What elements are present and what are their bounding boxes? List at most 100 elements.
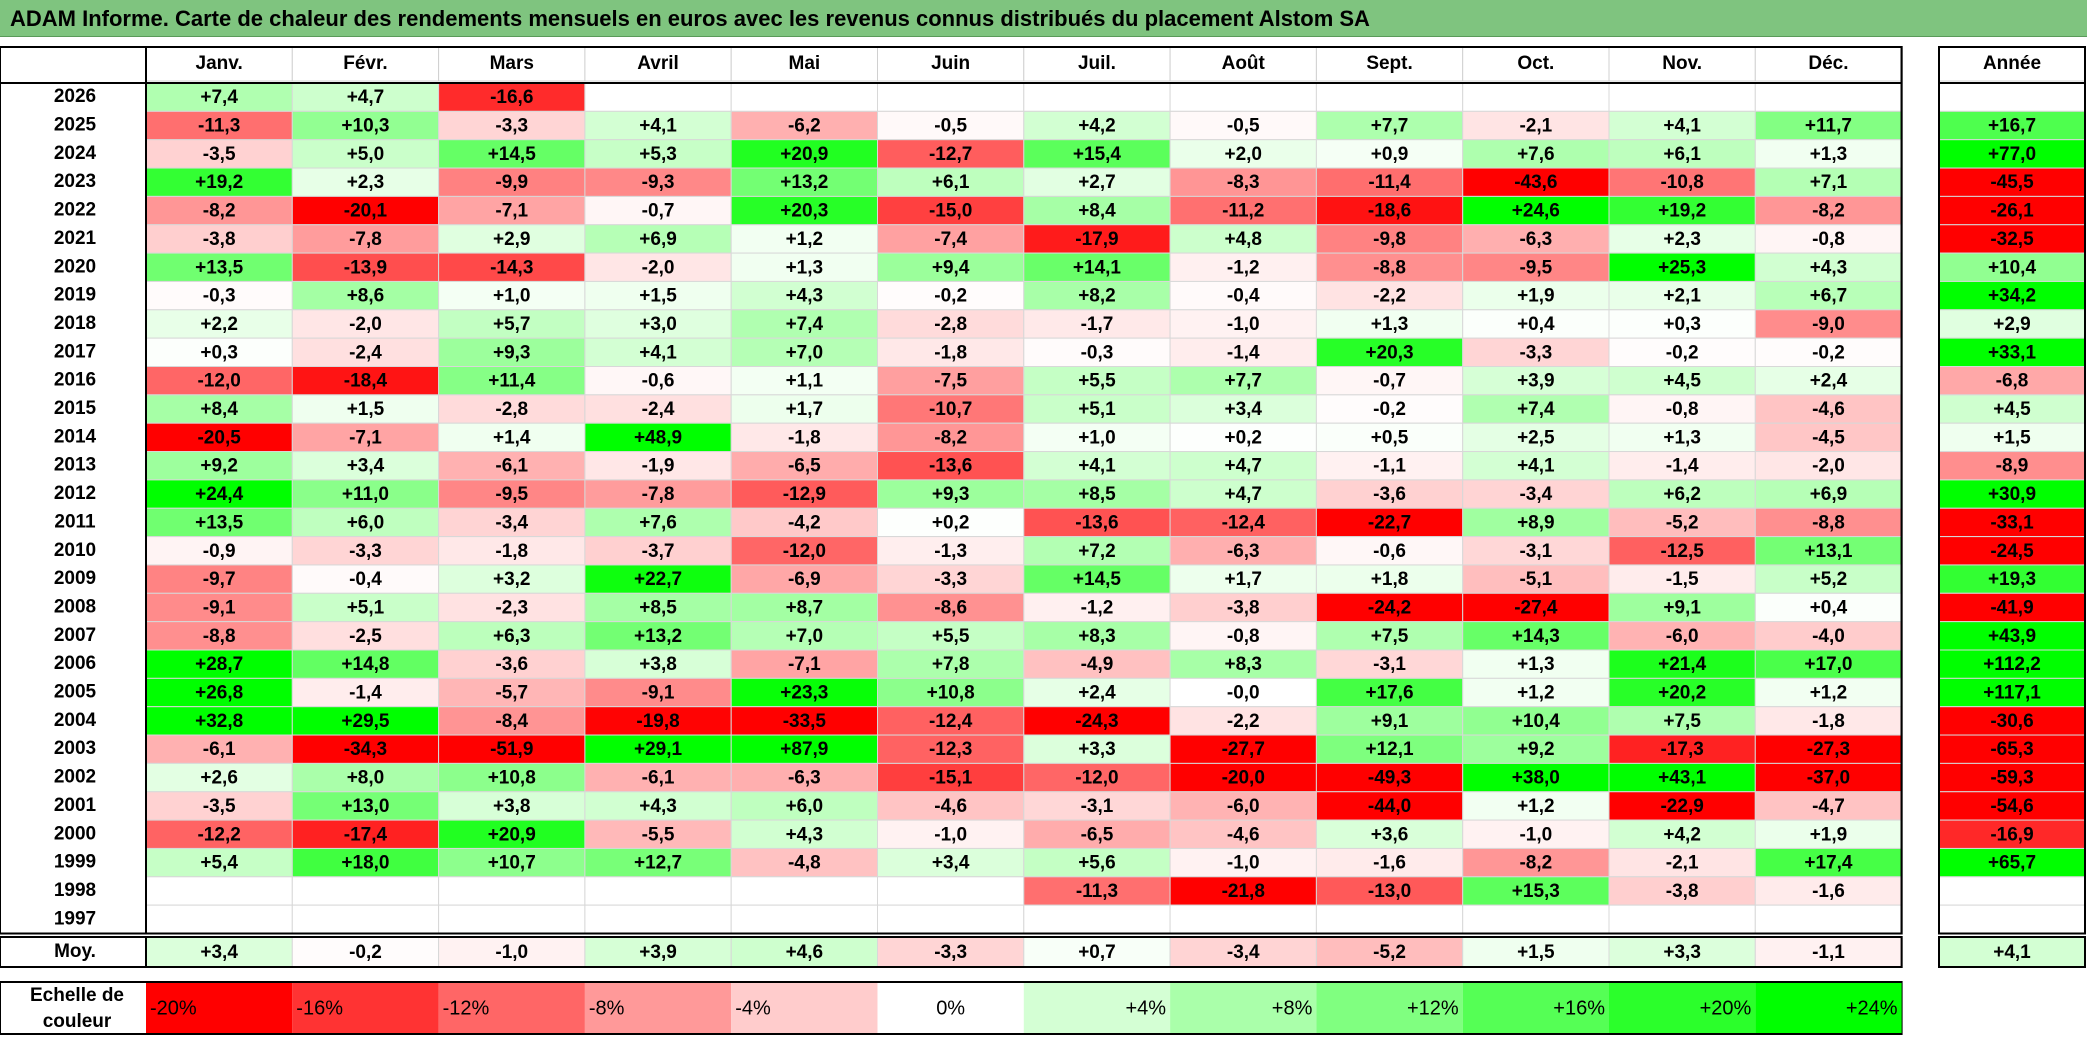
cell-value: +3,2 [493, 569, 531, 590]
heatmap-cell [1754, 762, 1903, 793]
cell-value: -27,7 [1222, 739, 1265, 760]
heatmap-cell [291, 904, 440, 935]
heatmap-cell [1462, 677, 1610, 708]
cell-value: +1,2 [1517, 796, 1555, 817]
cell-value: -43,6 [1514, 172, 1557, 193]
cell-value: -1,3 [934, 541, 967, 562]
cell-value: +6,2 [1663, 484, 1701, 505]
cell-value: -6,1 [642, 768, 675, 789]
cell-value: -1,8 [495, 541, 528, 562]
cell-value: +19,2 [1658, 201, 1706, 222]
scale-label: +20% [1700, 997, 1752, 1019]
cell-value: -4,9 [1081, 654, 1114, 675]
year-label: 2023 [54, 171, 96, 192]
cell-value: -12,0 [197, 371, 240, 392]
page-title: ADAM Informe. Carte de chaleur des rende… [10, 6, 1370, 31]
cell-value: +4,1 [639, 116, 677, 137]
heatmap-cell [291, 224, 440, 254]
heatmap-cell [1462, 110, 1610, 141]
annual-value: +16,7 [1988, 116, 2036, 137]
cell-value: +32,8 [195, 711, 243, 732]
average-value: +4,6 [786, 942, 824, 963]
heatmap-cell [291, 762, 440, 793]
cell-value: -2,8 [934, 314, 967, 335]
heatmap-cell [291, 536, 440, 566]
annual-value: +1,5 [1993, 427, 2031, 448]
annual-cell [1938, 451, 2086, 481]
month-header: Mai [789, 53, 821, 74]
cell-value: +7,4 [1517, 399, 1555, 420]
cell-value: -9,1 [642, 683, 675, 704]
heatmap-cell [145, 677, 293, 708]
heatmap-cell [1608, 507, 1756, 538]
cell-value: -0,2 [1373, 399, 1406, 420]
cell-value: +6,7 [1810, 286, 1848, 307]
heatmap-cell [291, 82, 440, 112]
heatmap-cell [1462, 762, 1610, 793]
annual-cell [1938, 82, 2086, 112]
heatmap-cell [1608, 706, 1756, 736]
heatmap-cell [1754, 280, 1903, 311]
annual-value: +2,9 [1993, 314, 2031, 335]
cell-value: +13,0 [341, 796, 389, 817]
cell-value: +1,2 [786, 229, 824, 250]
heatmap-cell [1315, 734, 1464, 764]
year-label: 2007 [54, 625, 96, 646]
scale-label: -8% [589, 997, 625, 1019]
cell-value: +48,9 [634, 427, 682, 448]
cell-value: -13,9 [344, 257, 387, 278]
cell-value: -7,8 [349, 229, 382, 250]
annual-cell [1938, 734, 2086, 764]
cell-value: -4,2 [788, 512, 821, 533]
cell-value: -3,3 [1519, 342, 1552, 363]
heatmap-cell [1169, 167, 1317, 197]
cell-value: +24,4 [195, 484, 244, 505]
cell-value: -8,2 [934, 427, 967, 448]
heatmap-cell [1462, 167, 1610, 197]
cell-value: -15,0 [929, 201, 972, 222]
heatmap-cell [1315, 195, 1464, 226]
cell-value: +8,4 [200, 399, 238, 420]
annual-value: +117,1 [1983, 683, 2041, 704]
cell-value: +5,0 [347, 144, 385, 165]
heatmap-cell [1169, 366, 1317, 396]
header-cell [1023, 46, 1171, 82]
heatmap-cell [584, 592, 732, 623]
cell-value: -1,0 [934, 824, 967, 845]
cell-value: +0,4 [1517, 314, 1555, 335]
scale-swatch [1609, 983, 1756, 1033]
cell-value: -7,8 [642, 484, 675, 505]
heatmap-cell [1023, 507, 1171, 538]
cell-value: -6,3 [1519, 229, 1552, 250]
cell-value: +9,1 [1663, 597, 1701, 618]
heatmap-cell [145, 762, 293, 793]
heatmap-cell [1315, 819, 1464, 849]
heatmap-cell [877, 337, 1025, 367]
cell-value: -9,5 [495, 484, 528, 505]
scale-swatch [877, 983, 1024, 1033]
heatmap-cell [877, 507, 1025, 538]
cell-value: +1,0 [493, 286, 531, 307]
annual-value: -26,1 [1990, 201, 2034, 222]
annual-cell [1938, 337, 2086, 367]
cell-value: +6,1 [932, 172, 970, 193]
scale-swatch [1023, 983, 1171, 1033]
heatmap-cell [438, 195, 586, 226]
scale-swatch [1755, 983, 1902, 1033]
heatmap-cell [584, 110, 732, 141]
scale-swatch [1316, 983, 1463, 1033]
cell-value: +4,2 [1078, 116, 1116, 137]
cell-value: +4,7 [1224, 456, 1262, 477]
cell-value: +17,0 [1804, 654, 1852, 675]
header-cell [1938, 46, 2086, 82]
heatmap-cell [1608, 167, 1756, 197]
heatmap-cell [291, 507, 440, 538]
cell-value: +1,1 [786, 371, 824, 392]
heatmap-cell [1608, 451, 1756, 481]
heatmap-cell [1754, 847, 1903, 878]
heatmap-cell [438, 366, 586, 396]
heatmap-cell [584, 394, 732, 424]
cell-value: +0,3 [200, 342, 238, 363]
cell-value: +24,6 [1512, 201, 1560, 222]
cell-value: -6,1 [203, 739, 236, 760]
